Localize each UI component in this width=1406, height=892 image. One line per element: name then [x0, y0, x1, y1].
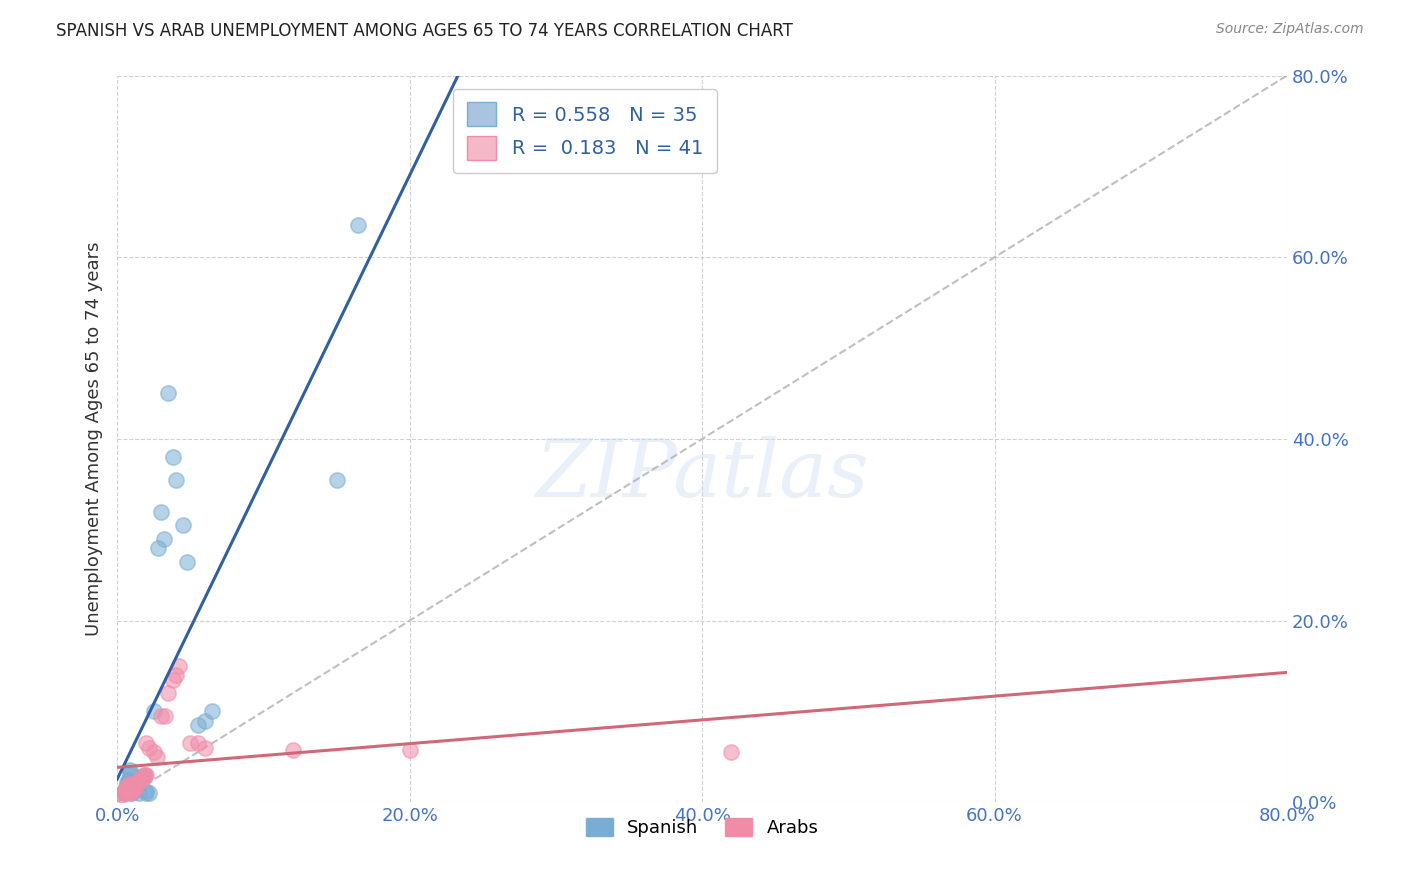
Point [125, 779, 148, 793]
Point [132, 768, 155, 782]
Point [125, 777, 148, 791]
Text: Source: ZipAtlas.com: Source: ZipAtlas.com [1216, 22, 1364, 37]
Point [121, 784, 143, 798]
Point [135, 784, 157, 798]
Point [150, 505, 173, 519]
Point [146, 541, 169, 555]
Point [122, 784, 145, 798]
Point [117, 781, 139, 796]
Point [129, 770, 152, 784]
Point [114, 784, 136, 798]
Point [165, 668, 187, 682]
Text: SPANISH VS ARAB UNEMPLOYMENT AMONG AGES 65 TO 74 YEARS CORRELATION CHART: SPANISH VS ARAB UNEMPLOYMENT AMONG AGES … [56, 22, 793, 40]
Point [138, 786, 160, 800]
Point [114, 781, 136, 796]
Point [135, 736, 157, 750]
Point [150, 709, 173, 723]
Point [117, 779, 139, 793]
Point [122, 781, 145, 796]
Point [115, 781, 138, 796]
Point [114, 786, 136, 800]
Point [194, 714, 217, 728]
Point [120, 784, 142, 798]
Point [176, 555, 198, 569]
Point [118, 777, 141, 791]
Point [110, 788, 132, 802]
Y-axis label: Unemployment Among Ages 65 to 74 years: Unemployment Among Ages 65 to 74 years [86, 242, 103, 636]
Point [325, 473, 347, 487]
Point [179, 736, 201, 750]
Point [187, 736, 209, 750]
Point [118, 772, 141, 787]
Point [127, 777, 149, 791]
Point [347, 219, 370, 233]
Point [120, 766, 142, 780]
Point [115, 784, 138, 798]
Point [124, 781, 146, 796]
Point [114, 786, 136, 800]
Point [135, 786, 157, 800]
Point [121, 786, 143, 800]
Point [165, 473, 187, 487]
Point [145, 749, 167, 764]
Point [398, 742, 420, 756]
Point [281, 742, 304, 756]
Point [194, 740, 217, 755]
Point [125, 779, 148, 793]
Point [120, 764, 142, 778]
Point [117, 775, 139, 789]
Point [142, 745, 165, 759]
Point [167, 659, 190, 673]
Point [142, 705, 165, 719]
Point [124, 781, 146, 796]
Point [134, 768, 156, 782]
Point [172, 518, 194, 533]
Point [157, 386, 180, 401]
Point [157, 686, 180, 700]
Point [120, 786, 142, 800]
Text: ZIPatlas: ZIPatlas [536, 436, 869, 514]
Point [155, 709, 177, 723]
Point [118, 779, 141, 793]
Point [720, 745, 742, 759]
Point [129, 772, 152, 787]
Point [162, 450, 184, 464]
Point [114, 784, 136, 798]
Point [117, 777, 139, 791]
Point [128, 772, 150, 787]
Point [132, 770, 155, 784]
Point [118, 772, 141, 787]
Point [120, 768, 142, 782]
Point [131, 770, 153, 784]
Point [128, 786, 150, 800]
Point [162, 673, 184, 687]
Point [153, 532, 176, 546]
Point [135, 768, 157, 782]
Legend: Spanish, Arabs: Spanish, Arabs [578, 810, 825, 844]
Point [127, 775, 149, 789]
Point [112, 786, 135, 800]
Point [121, 782, 143, 797]
Point [187, 718, 209, 732]
Point [138, 740, 160, 755]
Point [201, 705, 224, 719]
